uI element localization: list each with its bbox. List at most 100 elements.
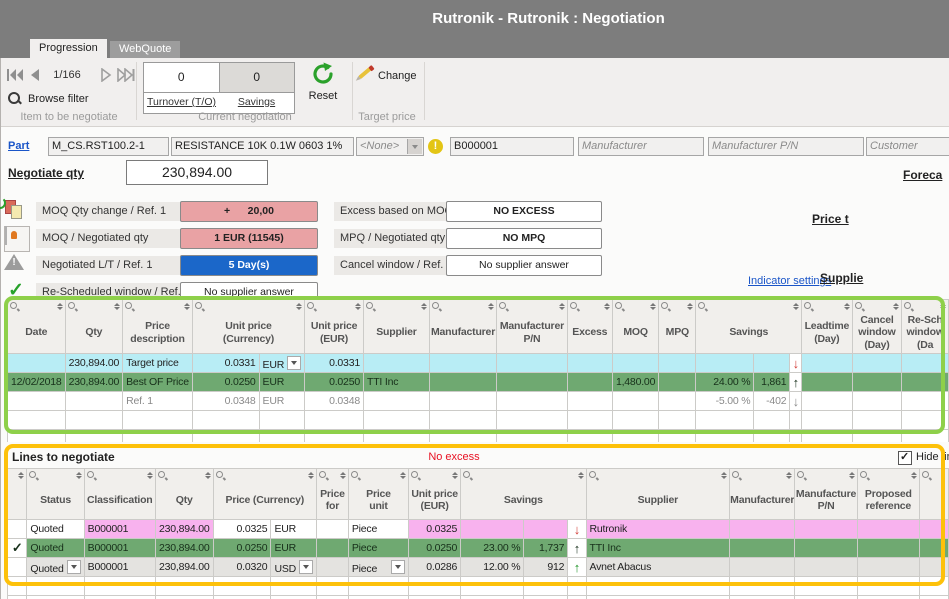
cell-manufacturer[interactable]: [428, 391, 498, 411]
first-record-button[interactable]: [6, 68, 26, 83]
col-qty[interactable]: Qty: [64, 299, 124, 354]
column-sort-icon[interactable]: [452, 471, 458, 479]
cell-extra[interactable]: [918, 519, 949, 539]
validate-button[interactable]: ✓: [4, 280, 28, 304]
column-search-icon[interactable]: [698, 302, 708, 312]
chevron-down-icon[interactable]: [287, 355, 302, 370]
col-supplier[interactable]: Supplier: [362, 299, 430, 354]
change-target-price-button[interactable]: Change: [358, 66, 417, 84]
col-manufacturer-pn[interactable]: Manufacturer P/N: [496, 299, 568, 354]
col-date[interactable]: Date: [7, 299, 66, 354]
column-sort-icon[interactable]: [559, 302, 565, 310]
cell-price-eur[interactable]: 0.0331: [304, 353, 364, 373]
col-mpq[interactable]: MPQ: [658, 299, 697, 354]
alerts-button[interactable]: [4, 253, 28, 277]
col-excess[interactable]: Excess: [566, 299, 613, 354]
cell-currency[interactable]: EUR: [270, 519, 318, 539]
column-sort-icon[interactable]: [205, 471, 211, 479]
column-sort-icon[interactable]: [147, 471, 153, 479]
column-sort-icon[interactable]: [421, 302, 427, 310]
part-link[interactable]: Part: [8, 140, 30, 152]
column-search-icon[interactable]: [732, 471, 742, 481]
col-supplier[interactable]: Supplier: [585, 468, 731, 520]
cell-date[interactable]: [7, 391, 66, 411]
cell-unit-price-eur[interactable]: 0.0286: [408, 557, 462, 577]
column-search-icon[interactable]: [29, 471, 39, 481]
cell-moq[interactable]: [611, 353, 660, 373]
col-savings[interactable]: Savings: [460, 468, 587, 520]
column-sort-icon[interactable]: [844, 302, 850, 310]
cell-qty[interactable]: 230,894.00: [154, 557, 214, 577]
browse-filter-button[interactable]: Browse filter: [8, 92, 89, 111]
indicator-value[interactable]: NO MPQ: [446, 228, 602, 249]
cell-date[interactable]: 12/02/2018: [7, 372, 66, 392]
column-sort-icon[interactable]: [721, 471, 727, 479]
indicator-value[interactable]: No supplier answer: [446, 255, 602, 276]
col-resched-window[interactable]: Re-Sch window (Da: [901, 299, 949, 354]
cell-cancel-window[interactable]: [851, 353, 903, 373]
tab-progression[interactable]: Progression: [30, 39, 107, 58]
cell-classification[interactable]: B000001: [83, 538, 156, 558]
column-search-icon[interactable]: [319, 471, 329, 481]
cell-qty[interactable]: 230,894.00: [64, 353, 124, 373]
cell-currency[interactable]: EUR: [270, 538, 318, 558]
cell-status[interactable]: Quoted: [26, 557, 85, 577]
indicator-value[interactable]: 1 EUR (11545): [180, 228, 318, 249]
cell-manufacturer-pn[interactable]: [496, 391, 568, 411]
cell-price-unit[interactable]: Piece: [347, 538, 410, 558]
column-search-icon[interactable]: [499, 302, 509, 312]
indicator-value[interactable]: 5 Day(s): [180, 255, 318, 276]
column-search-icon[interactable]: [10, 302, 20, 312]
cell-price[interactable]: 0.0250: [212, 538, 272, 558]
col-unit-price-eur[interactable]: Unit price (EUR): [408, 468, 462, 520]
last-record-button[interactable]: [116, 67, 136, 83]
column-sort-icon[interactable]: [786, 471, 792, 479]
cell-resched-window[interactable]: [901, 391, 949, 411]
cell-price-eur[interactable]: 0.0348: [304, 391, 364, 411]
cell-price-unit[interactable]: Piece: [347, 519, 410, 539]
cell-description[interactable]: Target price: [122, 353, 193, 373]
cell-excess[interactable]: [566, 391, 613, 411]
cell-qty[interactable]: 230,894.00: [154, 538, 214, 558]
previous-record-button[interactable]: [28, 68, 48, 83]
cell-mpq[interactable]: [658, 372, 697, 392]
indicator-settings-link[interactable]: Indicator settings: [748, 275, 832, 287]
next-record-button[interactable]: [99, 67, 119, 83]
cell-qty[interactable]: [64, 391, 124, 411]
reset-button[interactable]: Reset: [300, 61, 346, 116]
cell-price[interactable]: 0.0348: [191, 391, 260, 411]
col-unit-price-eur[interactable]: Unit price (EUR): [304, 299, 364, 354]
col-extra[interactable]: [918, 468, 949, 520]
cell-supplier[interactable]: [362, 391, 430, 411]
column-search-icon[interactable]: [194, 302, 205, 312]
cell-leadtime[interactable]: [801, 372, 853, 392]
column-sort-icon[interactable]: [911, 471, 917, 479]
column-search-icon[interactable]: [350, 471, 361, 481]
col-leadtime[interactable]: Leadtime (Day): [801, 299, 853, 354]
column-search-icon[interactable]: [854, 302, 865, 312]
cell-supplier[interactable]: Avnet Abacus: [585, 557, 731, 577]
cell-manufacturer[interactable]: [428, 353, 498, 373]
cell-currency[interactable]: EUR: [258, 391, 306, 411]
cell-manufacturer[interactable]: [428, 372, 498, 392]
column-sort-icon[interactable]: [940, 302, 946, 310]
col-status[interactable]: Status: [26, 468, 85, 520]
cell-classification[interactable]: B000001: [83, 519, 156, 539]
cell-leadtime[interactable]: [801, 391, 853, 411]
cell-unit-price-eur[interactable]: 0.0325: [408, 519, 462, 539]
cell-supplier[interactable]: Rutronik: [585, 519, 731, 539]
column-sort-icon[interactable]: [578, 471, 584, 479]
column-sort-icon[interactable]: [687, 302, 693, 310]
row-select-cell[interactable]: ✓: [6, 538, 28, 558]
savings-link[interactable]: Savings: [237, 96, 276, 108]
cell-leadtime[interactable]: [801, 353, 853, 373]
column-search-icon[interactable]: [614, 302, 625, 312]
tab-webquote[interactable]: WebQuote: [110, 41, 181, 58]
chevron-down-icon[interactable]: [407, 139, 422, 154]
cell-price-for[interactable]: [316, 557, 349, 577]
column-search-icon[interactable]: [921, 471, 932, 481]
cell-cancel-window[interactable]: [851, 391, 903, 411]
cell-supplier[interactable]: TTI Inc: [585, 538, 731, 558]
cell-supplier[interactable]: TTI Inc: [362, 372, 430, 392]
supplier-list-button[interactable]: [4, 226, 30, 252]
